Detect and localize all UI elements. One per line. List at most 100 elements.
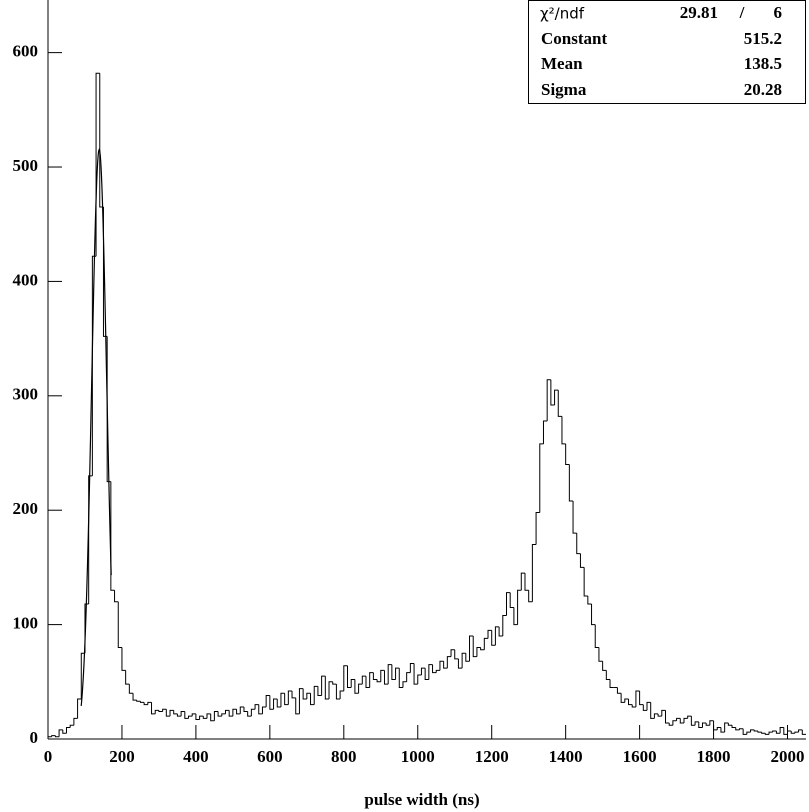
histogram-bin [169,709,174,717]
y-tick-label: 200 [13,499,39,518]
x-tick-label: 2000 [771,747,805,766]
histogram-bin [657,713,662,717]
histogram-bin [247,711,252,717]
histogram-bin [801,729,806,735]
histogram-bin [391,664,396,681]
histogram-bin [402,681,407,688]
histogram-bin [491,630,496,646]
histogram-bin [609,679,614,689]
histogram-bin [750,729,755,733]
histogram-bin [428,664,433,680]
histogram-bin [783,727,788,735]
x-tick-label: 1200 [475,747,509,766]
histogram-bin [265,695,270,707]
histogram-bin [335,684,341,700]
x-tick-label: 1600 [623,747,657,766]
x-tick-label: 1800 [697,747,731,766]
histogram-bin [790,730,795,734]
histogram-bin [668,722,673,726]
histogram-bin [546,379,551,421]
histogram-bin [713,720,718,731]
histogram-bin [509,592,514,608]
stats-label: χ²/ndf [540,5,585,23]
stats-value: 29.81 [680,3,718,22]
histogram-bin [121,647,126,671]
histogram-bin [372,672,378,681]
histogram-bin [114,590,119,603]
histogram-bin [188,715,193,719]
histogram-bin [520,572,525,591]
histogram-bin [206,713,211,719]
histogram-bin [698,721,703,729]
histogram-bin [191,713,196,717]
y-tick-label: 600 [13,42,39,61]
histogram-bin [635,690,640,707]
stats-label: Constant [541,29,607,48]
histogram-bin [250,708,256,717]
stats-label: Mean [541,54,583,73]
histogram-bin [217,711,222,717]
histogram-bin [291,690,296,699]
histogram-bin [679,718,684,724]
histogram-bin [476,646,481,657]
histogram-bin [576,533,581,555]
histogram-bin [779,727,784,734]
histogram-bin [683,717,688,723]
histogram-bin [132,693,137,701]
stats-value: 6 [774,3,783,22]
histogram-bin [310,693,315,706]
histogram-bin [284,693,289,706]
histogram-bin [398,668,403,689]
histogram-bin [701,722,707,728]
histogram-bin [154,709,159,714]
histogram-bin [221,713,226,717]
histogram-bin [764,733,770,735]
histogram-bin [273,698,278,710]
x-tick-label: 1400 [549,747,583,766]
histogram-bin [54,735,60,738]
histogram-bin [579,553,585,568]
histogram-bin [328,681,333,699]
histogram-bin [80,652,85,699]
histogram-bin [439,660,444,671]
histogram-bin [202,716,207,719]
histogram-bin [775,730,781,734]
histogram-bin [650,702,655,719]
histogram-bin [295,697,300,715]
stats-frame [528,0,806,104]
histogram-bin [505,592,511,616]
stats-box: χ²/ndf 29.81 / 6 Constant 515.2 Mean 138… [528,0,806,104]
histogram-bin [69,724,74,728]
histogram-bin [639,690,644,706]
histogram-bin [261,706,267,714]
histogram-bin [465,653,470,662]
histogram-bin [690,716,696,726]
histogram-bin [383,670,389,685]
histogram-bin [672,720,677,726]
histogram-bin [65,727,71,734]
histogram-bin [735,727,740,731]
histogram-bin [432,664,437,674]
histogram-bin [602,661,607,671]
histogram-bin [88,475,93,605]
histogram-bin [502,614,507,637]
histogram-bin [753,729,758,732]
histogram-bin [742,728,747,735]
histogram-bin [709,720,714,726]
histogram-bin [705,722,710,726]
histogram-bin [513,607,518,626]
histogram-bin [306,692,311,699]
histogram-bin [472,636,477,658]
y-tick-label: 100 [13,614,39,633]
histogram-bin [524,573,529,591]
histogram-bin [228,710,233,717]
histogram-bin [258,704,263,715]
histogram-bin [446,656,452,669]
histogram-bin [761,732,766,734]
histogram-bin [435,669,440,673]
fit-curve [80,148,112,706]
histogram-bin [443,661,448,669]
histogram-bin [550,379,555,406]
